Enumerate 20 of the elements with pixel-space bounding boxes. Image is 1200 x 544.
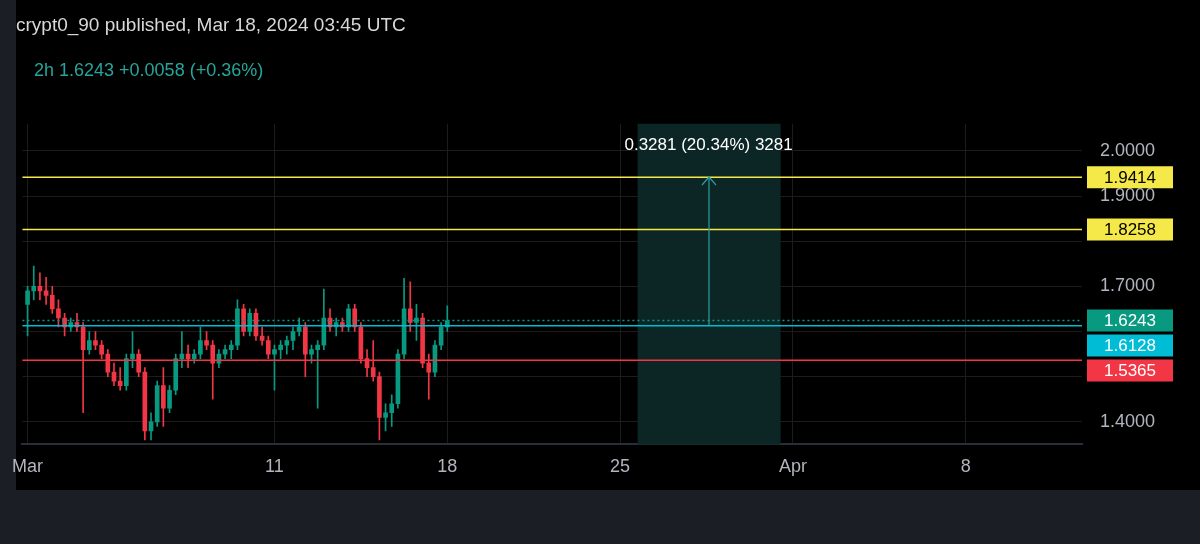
candlestick	[228, 340, 234, 359]
x-tick-label: 11	[265, 456, 284, 477]
x-tick-label: 18	[437, 456, 458, 477]
ref-line-label: 1.6128	[1104, 336, 1156, 356]
y-tick-label: 1.7000	[1100, 275, 1156, 296]
chart-subtitle: 2h 1.6243 +0.0058 (+0.36%)	[34, 60, 264, 81]
ref-line-label: 1.6243	[1104, 311, 1156, 331]
x-tick-label: 25	[610, 456, 631, 477]
y-tick-label: 2.0000	[1100, 139, 1156, 160]
ref-line-label: 1.8258	[1104, 220, 1156, 240]
x-tick-label: 8	[960, 456, 971, 477]
y-tick-label: 1.4000	[1100, 410, 1156, 431]
annotation: 0.3281 (20.34%) 3281	[624, 135, 793, 155]
x-tick-label: Mar	[12, 456, 44, 477]
ref-line-label: 1.9414	[1104, 168, 1156, 188]
x-tick-label: Apr	[778, 456, 807, 477]
ref-line-label: 1.5365	[1104, 361, 1156, 381]
candlestick	[31, 265, 37, 301]
y-tick-label: 1.9000	[1100, 185, 1156, 206]
chart-title: crypt0_90 published, Mar 18, 2024 03:45 UTC	[16, 14, 406, 36]
